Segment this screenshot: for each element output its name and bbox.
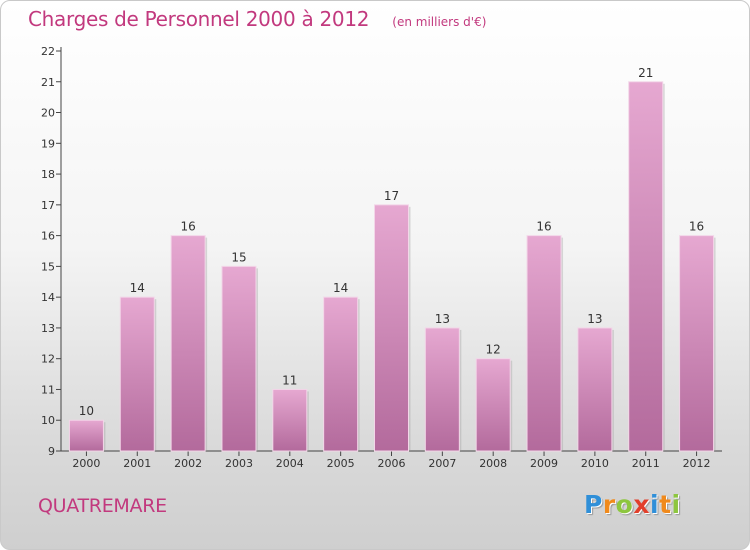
bar xyxy=(68,419,104,452)
x-tick-label: 2006 xyxy=(378,457,406,470)
x-tick-label: 2004 xyxy=(276,457,304,470)
proxiti-logo: Proxiti xyxy=(584,490,681,519)
commune-name: QUATREMARE xyxy=(38,495,167,517)
y-tick-label: 12 xyxy=(41,353,55,366)
x-tick-label: 2005 xyxy=(327,457,355,470)
bar-value-label: 10 xyxy=(79,404,94,418)
x-tick-label: 2007 xyxy=(428,457,456,470)
y-tick-label: 19 xyxy=(41,137,55,150)
bars: 10 14 16 15 11 14 17 13 12 16 13 21 16 xyxy=(68,66,716,452)
logo-letter: x xyxy=(633,490,650,519)
x-tick-label: 2003 xyxy=(225,457,253,470)
x-tick-label: 2011 xyxy=(632,457,660,470)
logo-letter: o xyxy=(615,490,634,519)
y-tick-label: 20 xyxy=(41,107,55,120)
bar-value-label: 14 xyxy=(333,281,348,295)
bar xyxy=(628,81,664,452)
bar xyxy=(526,235,562,452)
logo-letter: r xyxy=(602,490,616,519)
bar-value-label: 16 xyxy=(536,220,551,234)
y-tick-label: 13 xyxy=(41,322,55,335)
bar-value-label: 17 xyxy=(384,189,399,203)
bar xyxy=(119,296,155,452)
bar xyxy=(679,235,715,452)
chart-title: Charges de Personnel 2000 à 2012 xyxy=(28,7,370,31)
logo-letter: i xyxy=(650,490,660,519)
x-tick-label: 2008 xyxy=(479,457,507,470)
bar xyxy=(170,235,206,452)
bar xyxy=(424,327,460,452)
y-tick-label: 14 xyxy=(41,291,55,304)
bar xyxy=(323,296,359,452)
x-tick-label: 2000 xyxy=(72,457,100,470)
bar-value-label: 11 xyxy=(282,373,297,387)
y-tick-label: 11 xyxy=(41,383,55,396)
bar-value-label: 15 xyxy=(231,250,246,264)
x-tick-label: 2009 xyxy=(530,457,558,470)
bar-value-label: 21 xyxy=(638,66,653,80)
y-tick-label: 17 xyxy=(41,199,55,212)
logo-letter: i xyxy=(671,490,681,519)
logo-letter: P xyxy=(584,490,603,519)
y-tick-label: 16 xyxy=(41,230,55,243)
bar-value-label: 13 xyxy=(587,312,602,326)
bar-value-label: 14 xyxy=(130,281,145,295)
x-tick-label: 2002 xyxy=(174,457,202,470)
y-tick-label: 21 xyxy=(41,76,55,89)
x-axis: 2000 2001 2002 2003 2004 2005 2006 2007 2008 2009… xyxy=(61,450,722,470)
bar xyxy=(374,204,409,452)
bar-value-label: 16 xyxy=(180,220,195,234)
chart-subtitle: (en milliers d'€) xyxy=(392,15,487,29)
y-tick-label: 22 xyxy=(41,45,55,58)
y-tick-label: 9 xyxy=(48,445,55,458)
y-axis: 9 10 11 12 13 14 15 16 17 18 19 20 21 22 xyxy=(41,45,62,458)
bar-value-label: 12 xyxy=(486,343,501,357)
bar xyxy=(221,265,257,452)
bar xyxy=(475,358,511,452)
bar-value-label: 16 xyxy=(689,220,704,234)
bar-value-label: 13 xyxy=(435,312,450,326)
y-tick-label: 18 xyxy=(41,168,55,181)
title-row: Charges de Personnel 2000 à 2012 (en mil… xyxy=(28,7,486,31)
bar xyxy=(272,388,308,452)
x-tick-label: 2001 xyxy=(123,457,151,470)
bar xyxy=(577,327,613,452)
logo-letter: t xyxy=(659,490,672,519)
y-tick-label: 10 xyxy=(41,414,55,427)
x-tick-label: 2012 xyxy=(683,457,711,470)
x-tick-label: 2010 xyxy=(581,457,609,470)
y-tick-label: 15 xyxy=(41,260,55,273)
